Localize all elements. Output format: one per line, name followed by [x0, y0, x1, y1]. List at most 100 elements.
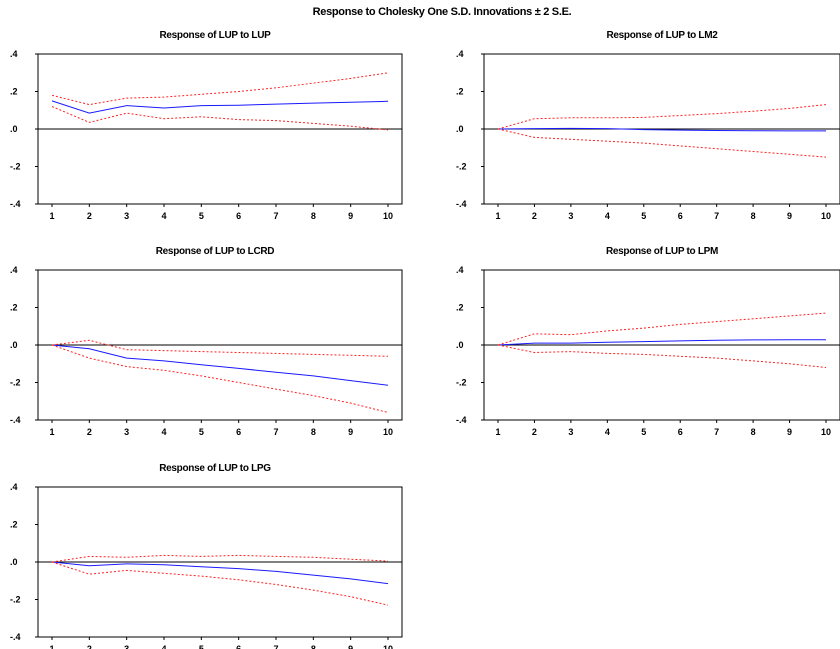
x-tick-label: 6 — [236, 427, 241, 437]
irf-panel-4: Response of LUP to LPM .4 .2 .0 -.2 -.4 1 2 3 4 5 6… — [456, 246, 840, 437]
confidence-band-lower — [497, 128, 827, 158]
x-tick-label: 9 — [348, 427, 353, 437]
x-tick-label: 9 — [787, 427, 792, 437]
confidence-band-upper — [497, 104, 827, 130]
x-tick-label: 7 — [273, 427, 278, 437]
irf-panel-3: Response of LUP to LCRD .4 .2 .0 -.2 -.4 1 2 3 4 5… — [10, 246, 403, 437]
x-tick-label: 7 — [714, 211, 719, 221]
x-tick-label: 10 — [821, 211, 831, 221]
x-tick-label: 4 — [161, 211, 166, 221]
x-tick-label: 1 — [49, 211, 54, 221]
y-tick-label: -.2 — [10, 595, 21, 605]
figure-title: Response to Cholesky One S.D. Innovation… — [313, 6, 572, 18]
y-tick-label: .4 — [10, 265, 18, 275]
x-tick-label: 8 — [311, 211, 316, 221]
x-tick-label: 3 — [568, 427, 573, 437]
panel-title: Response of LUP to LM2 — [606, 30, 718, 41]
x-tick-label: 5 — [641, 427, 646, 437]
y-tick-label: .0 — [10, 557, 18, 567]
x-tick-label: 5 — [199, 644, 204, 649]
y-tick-label: -.4 — [10, 632, 21, 642]
panel-title: Response of LUP to LUP — [159, 30, 271, 41]
x-tick-label: 3 — [124, 211, 129, 221]
y-tick-label: .2 — [456, 87, 464, 97]
x-tick-label: 6 — [678, 427, 683, 437]
x-tick-label: 2 — [87, 427, 92, 437]
x-tick-label: 8 — [311, 427, 316, 437]
y-tick-label: .0 — [456, 124, 464, 134]
x-tick-label: 10 — [383, 644, 393, 649]
x-tick-label: 6 — [236, 211, 241, 221]
y-tick-label: .2 — [456, 303, 464, 313]
panel-title: Response of LUP to LPG — [159, 463, 271, 474]
y-tick-label: -.4 — [456, 199, 467, 209]
y-tick-label: .2 — [10, 303, 18, 313]
x-tick-label: 3 — [124, 644, 129, 649]
x-tick-label: 5 — [641, 211, 646, 221]
x-tick-label: 5 — [199, 427, 204, 437]
x-tick-label: 4 — [161, 644, 166, 649]
y-tick-label: .4 — [10, 482, 18, 492]
confidence-band-upper — [497, 312, 827, 346]
panel-title: Response of LUP to LCRD — [156, 246, 275, 257]
y-tick-label: .0 — [10, 124, 18, 134]
x-tick-label: 9 — [348, 644, 353, 649]
x-tick-label: 1 — [495, 427, 500, 437]
confidence-band-upper — [51, 339, 389, 357]
response-line — [51, 561, 389, 585]
y-tick-label: .2 — [10, 87, 18, 97]
irf-panel-1: Response of LUP to LUP .4 .2 .0 -.2 -.4 1 2 3 4 5 6… — [10, 30, 403, 221]
y-tick-label: .4 — [456, 265, 464, 275]
x-tick-label: 4 — [605, 211, 610, 221]
x-tick-label: 10 — [383, 427, 393, 437]
x-tick-label: 10 — [383, 211, 393, 221]
confidence-band-lower — [51, 344, 389, 413]
y-tick-label: -.4 — [10, 199, 21, 209]
y-tick-label: -.2 — [10, 162, 21, 172]
confidence-band-upper — [51, 554, 389, 563]
confidence-band-upper — [51, 72, 389, 106]
response-line — [497, 339, 826, 346]
x-tick-label: 8 — [311, 644, 316, 649]
y-tick-label: .4 — [456, 49, 464, 59]
x-tick-label: 1 — [495, 211, 500, 221]
x-tick-label: 7 — [273, 644, 278, 649]
x-tick-label: 8 — [751, 211, 756, 221]
x-tick-label: 9 — [348, 211, 353, 221]
x-tick-label: 2 — [532, 211, 537, 221]
y-tick-label: .0 — [456, 340, 464, 350]
x-tick-label: 9 — [787, 211, 792, 221]
y-tick-label: -.2 — [456, 378, 467, 388]
y-tick-label: -.4 — [10, 415, 21, 425]
x-tick-label: 8 — [751, 427, 756, 437]
x-tick-label: 5 — [199, 211, 204, 221]
irf-panel-2: Response of LUP to LM2 .4 .2 .0 -.2 -.4 1 2 3 4 5 6… — [456, 30, 840, 221]
x-tick-label: 2 — [87, 211, 92, 221]
y-tick-label: -.2 — [10, 378, 21, 388]
confidence-band-lower — [51, 106, 389, 131]
x-tick-label: 6 — [678, 211, 683, 221]
x-tick-label: 7 — [273, 211, 278, 221]
y-tick-label: .0 — [10, 340, 18, 350]
response-line — [497, 127, 826, 132]
x-tick-label: 7 — [714, 427, 719, 437]
confidence-band-lower — [497, 344, 827, 368]
y-tick-label: -.4 — [456, 415, 467, 425]
x-tick-label: 3 — [568, 211, 573, 221]
irf-panel-5: Response of LUP to LPG .4 .2 .0 -.2 -.4 1 2 3 4 5 6… — [10, 463, 403, 649]
y-tick-label: -.2 — [456, 162, 467, 172]
x-tick-label: 2 — [532, 427, 537, 437]
response-line — [51, 344, 389, 386]
response-line — [51, 100, 389, 114]
x-tick-label: 10 — [821, 427, 831, 437]
x-tick-label: 6 — [236, 644, 241, 649]
panel-title: Response of LUP to LPM — [606, 246, 718, 257]
confidence-band-lower — [51, 561, 389, 606]
x-tick-label: 2 — [87, 644, 92, 649]
y-tick-label: .4 — [10, 49, 18, 59]
x-tick-label: 1 — [49, 644, 54, 649]
x-tick-label: 4 — [605, 427, 610, 437]
x-tick-label: 4 — [161, 427, 166, 437]
x-tick-label: 3 — [124, 427, 129, 437]
